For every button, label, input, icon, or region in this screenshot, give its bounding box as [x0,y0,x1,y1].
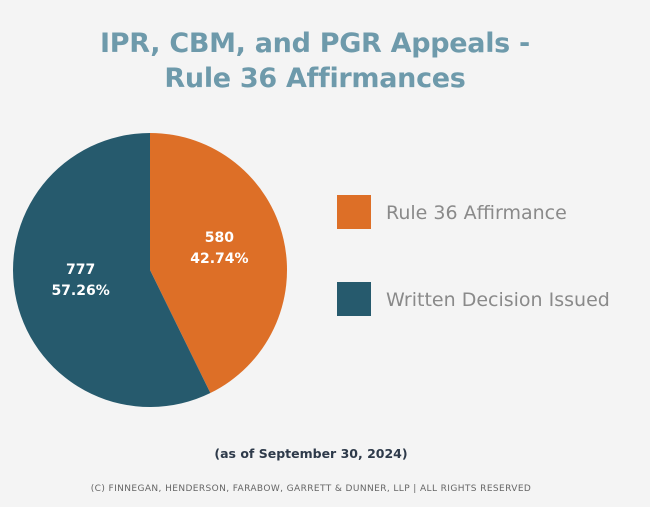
pie-slices [13,133,288,408]
legend-label-rule-36-affirmance: Rule 36 Affirmance [386,202,567,224]
slice-label-rule-36-value: 580 [205,230,234,246]
as-of-date-note: (as of September 30, 2024) [214,446,407,461]
chart-title-line-1: IPR, CBM, and PGR Appeals - [100,28,530,59]
pie-slice-rule-36-affirmance [150,133,288,393]
legend: Rule 36 Affirmance Written Decision Issu… [337,195,610,316]
copyright-footer: (C) FINNEGAN, HENDERSON, FARABOW, GARRET… [91,484,532,494]
chart-title-line-2: Rule 36 Affirmances [164,63,465,94]
slice-label-rule-36-percent: 42.74% [190,251,248,267]
legend-swatch-rule-36-affirmance [337,195,371,229]
slice-label-written-decision-value: 777 [66,262,95,278]
pie-slice-written-decision-issued [13,133,211,408]
slice-label-written-decision-percent: 57.26% [51,283,109,299]
legend-swatch-written-decision-issued [337,282,371,316]
legend-label-written-decision-issued: Written Decision Issued [386,289,610,311]
